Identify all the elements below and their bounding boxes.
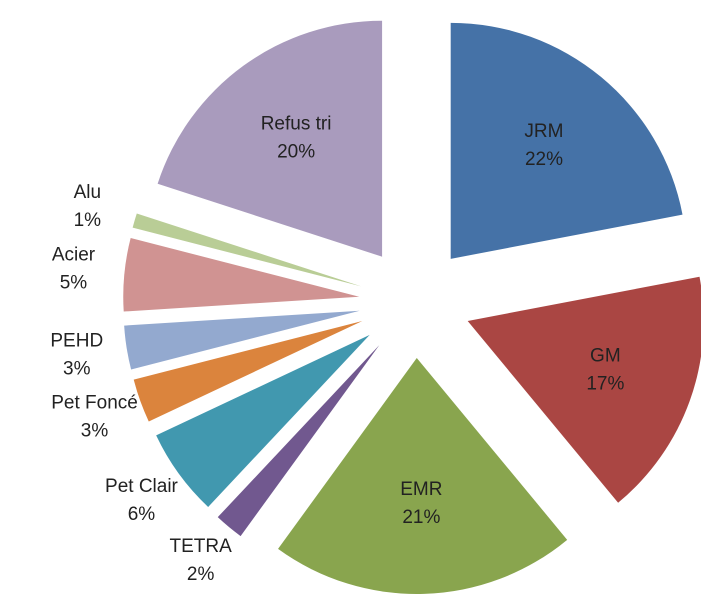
pie-slice (123, 238, 360, 312)
slice-value-label: 5% (60, 273, 88, 294)
slice-value-label: 2% (187, 564, 215, 585)
slice-value-label: 17% (586, 374, 624, 395)
slice-label: PEHD (50, 331, 103, 352)
slice-value-label: 6% (128, 504, 156, 525)
pie-slice (157, 20, 383, 257)
slice-label: Alu (74, 182, 101, 203)
slice-value-label: 21% (402, 507, 440, 528)
pie-slice (124, 310, 360, 370)
slice-label: GM (590, 346, 621, 367)
pie-slice (217, 345, 380, 537)
pie-slice (450, 22, 683, 259)
pie-slice (132, 213, 362, 287)
slice-value-label: 20% (277, 141, 315, 162)
slice-label: Acier (52, 245, 96, 266)
pie-slice (278, 357, 568, 594)
slice-value-label: 22% (525, 149, 563, 170)
slice-label: TETRA (169, 536, 232, 557)
slice-label: Refus tri (261, 113, 332, 134)
pie-slice (467, 276, 701, 503)
slice-label: Pet Foncé (51, 392, 138, 413)
slice-label: Pet Clair (105, 476, 179, 497)
pie-slice (133, 320, 363, 422)
slice-label: EMR (400, 479, 442, 500)
slice-value-label: 3% (81, 420, 109, 441)
slice-label: JRM (524, 121, 563, 142)
slice-value-label: 1% (74, 210, 102, 231)
slice-value-label: 3% (63, 359, 91, 380)
pie-slice (156, 334, 370, 507)
